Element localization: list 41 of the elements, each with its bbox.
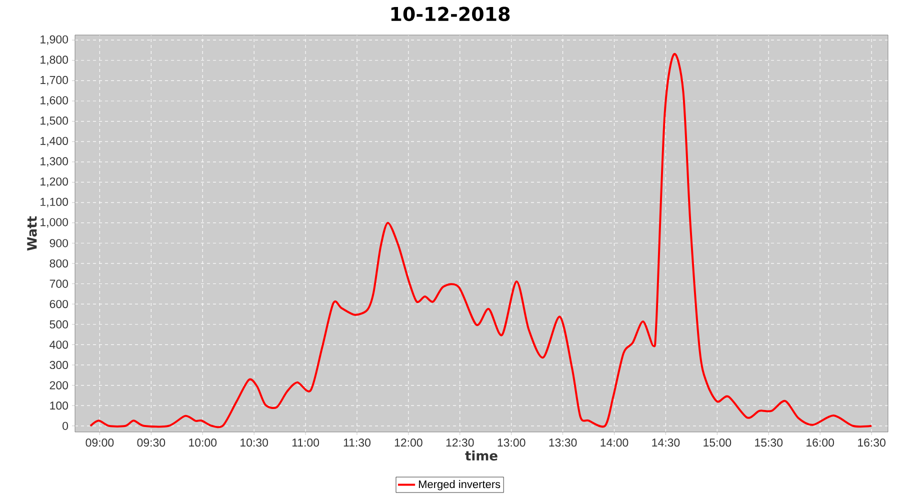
x-tick-label: 13:30 (549, 438, 577, 447)
y-tick-label: 900 (50, 239, 68, 248)
y-tick-label: 600 (50, 300, 68, 308)
y-tick-label: 1,800 (40, 56, 68, 66)
y-tick-label: 500 (50, 320, 68, 328)
y-tick-label: 1,700 (40, 76, 68, 86)
y-tick-label: 1,000 (40, 218, 68, 228)
y-tick-label: 1,100 (40, 198, 68, 208)
y-tick-label: 1,900 (40, 35, 68, 45)
x-tick-label: 15:00 (704, 438, 732, 447)
y-tick-label: 1,200 (40, 177, 68, 187)
y-tick-label: 1,400 (40, 136, 68, 146)
y-tick-label: 800 (50, 259, 68, 268)
y-tick-label: 1,300 (40, 157, 68, 167)
y-tick-label: 400 (50, 340, 68, 349)
legend-label: Merged inverters (418, 480, 500, 490)
x-tick-label: 14:30 (652, 438, 680, 447)
y-tick-label: 1,500 (40, 116, 68, 126)
x-tick-label: 14:00 (600, 438, 628, 447)
y-tick-label: 0 (62, 422, 68, 430)
chart-title: 10-12-2018 (391, 6, 510, 22)
x-tick-label: 16:00 (806, 438, 834, 447)
y-axis-title: Watt (27, 216, 37, 251)
x-tick-label: 13:00 (498, 438, 526, 447)
y-tick-label: 100 (50, 402, 68, 410)
line-series (89, 53, 873, 428)
x-axis-title: time (465, 450, 498, 461)
x-tick-label: 15:30 (755, 438, 783, 447)
x-tick-label: 16:30 (858, 438, 886, 447)
y-tick-label: 300 (50, 360, 68, 370)
x-tick-label: 10:30 (240, 438, 268, 447)
x-tick-label: 09:30 (137, 438, 166, 447)
y-tick-label: 200 (50, 381, 68, 390)
y-tick-label: 700 (50, 280, 68, 288)
x-tick-label: 11:00 (292, 438, 320, 447)
x-tick-label: 10:00 (189, 438, 217, 447)
x-tick-label: 12:00 (394, 438, 422, 447)
x-tick-label: 11:30 (344, 438, 370, 447)
y-tick-label: 1,600 (40, 96, 68, 106)
x-tick-label: 09:00 (86, 438, 114, 447)
x-tick-label: 12:30 (446, 438, 474, 447)
